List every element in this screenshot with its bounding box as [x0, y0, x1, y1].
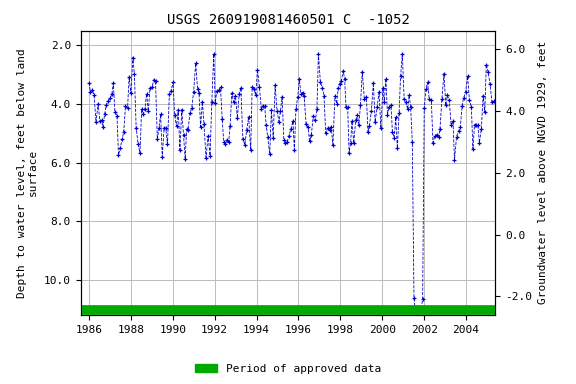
Legend: Period of approved data: Period of approved data: [191, 359, 385, 379]
Title: USGS 260919081460501 C  -1052: USGS 260919081460501 C -1052: [166, 13, 410, 27]
Y-axis label: Groundwater level above NGVD 1929, feet: Groundwater level above NGVD 1929, feet: [537, 41, 548, 305]
Y-axis label: Depth to water level, feet below land
surface: Depth to water level, feet below land su…: [17, 48, 39, 298]
